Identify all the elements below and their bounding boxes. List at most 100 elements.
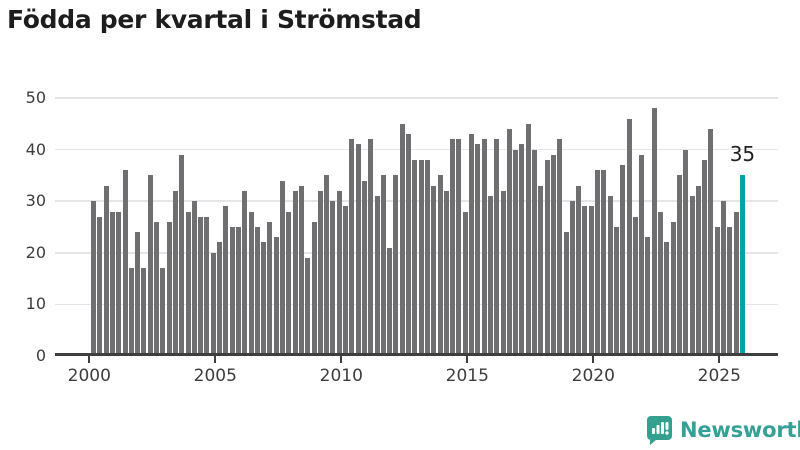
bar [91,201,97,356]
x-axis-tick-2025 [718,356,721,363]
bar [406,134,412,356]
bar [544,159,550,356]
gridline-50 [55,97,778,99]
bar [437,175,443,356]
bar [595,170,601,356]
bar [576,185,582,356]
bar [179,154,185,356]
newsworthy-logo: Newsworthy [646,415,800,445]
bar [248,211,254,356]
bar [393,175,399,356]
y-axis-label-0: 0 [35,346,46,365]
bar [607,196,613,356]
bar [280,180,286,356]
bar [462,211,468,356]
bar [500,190,506,356]
bar [613,227,619,356]
y-axis-label-50: 50 [25,88,46,107]
bar [450,139,456,356]
bar [651,108,657,356]
bar [305,257,311,356]
bar [198,216,204,356]
bar [689,196,695,356]
x-axis-tick-2010 [340,356,343,363]
bar [298,185,304,356]
bar [217,242,223,356]
bar [261,242,267,356]
bar [563,232,569,356]
bar [273,237,279,356]
bar [569,201,575,356]
bar [191,201,197,356]
newsworthy-logo-icon [646,415,673,445]
bar [481,139,487,356]
x-axis-line [55,353,778,356]
bar [147,175,153,356]
bar [418,159,424,356]
bar [412,159,418,356]
bar [431,185,437,356]
bar [97,216,103,356]
bar [154,221,160,356]
bar [658,211,664,356]
bar [103,185,109,356]
bar [676,175,682,356]
bar [519,144,525,356]
y-axis-label-40: 40 [25,139,46,159]
bar [116,211,122,356]
bar [336,190,342,356]
newsworthy-logo-text: Newsworthy [680,418,800,442]
x-axis-label-2005: 2005 [193,366,237,386]
bar [588,206,594,356]
bar [708,128,714,356]
chart-title: Födda per kvartal i Strömstad [7,5,422,34]
x-axis-tick-2020 [592,356,595,363]
bar [122,170,128,356]
bar [330,201,336,356]
x-axis-tick-2005 [214,356,217,363]
bar [525,123,531,356]
bar [286,211,292,356]
bar [223,206,229,356]
bar [443,190,449,356]
bar [292,190,298,356]
bar [229,227,235,356]
bar [368,139,374,356]
x-axis-tick-2015 [466,356,469,363]
bar [399,123,405,356]
bar [210,252,216,356]
bar [670,221,676,356]
bar [702,159,708,356]
bar [557,139,563,356]
bar [160,268,166,356]
bar [475,144,481,356]
bar [311,221,317,356]
gridline-40 [55,148,778,151]
bar [374,196,380,356]
bar [135,232,141,356]
bar [317,190,323,356]
bar [254,227,260,356]
bar [714,227,720,356]
bar [324,175,330,356]
bar [343,206,349,356]
bar [601,170,607,356]
bar [513,149,519,356]
bar [626,118,632,356]
bar [361,180,367,356]
bar [695,185,701,356]
bar [380,175,386,356]
bar [727,227,733,356]
bar [721,201,727,356]
x-axis-label-2015: 2015 [445,366,489,386]
bar [355,144,361,356]
bar [387,247,393,356]
bar [185,211,191,356]
x-axis-label-2000: 2000 [67,366,111,386]
bar [172,190,178,356]
bar [733,211,739,356]
bar [242,190,248,356]
x-axis-label-2020: 2020 [571,366,615,386]
bar [620,165,626,356]
